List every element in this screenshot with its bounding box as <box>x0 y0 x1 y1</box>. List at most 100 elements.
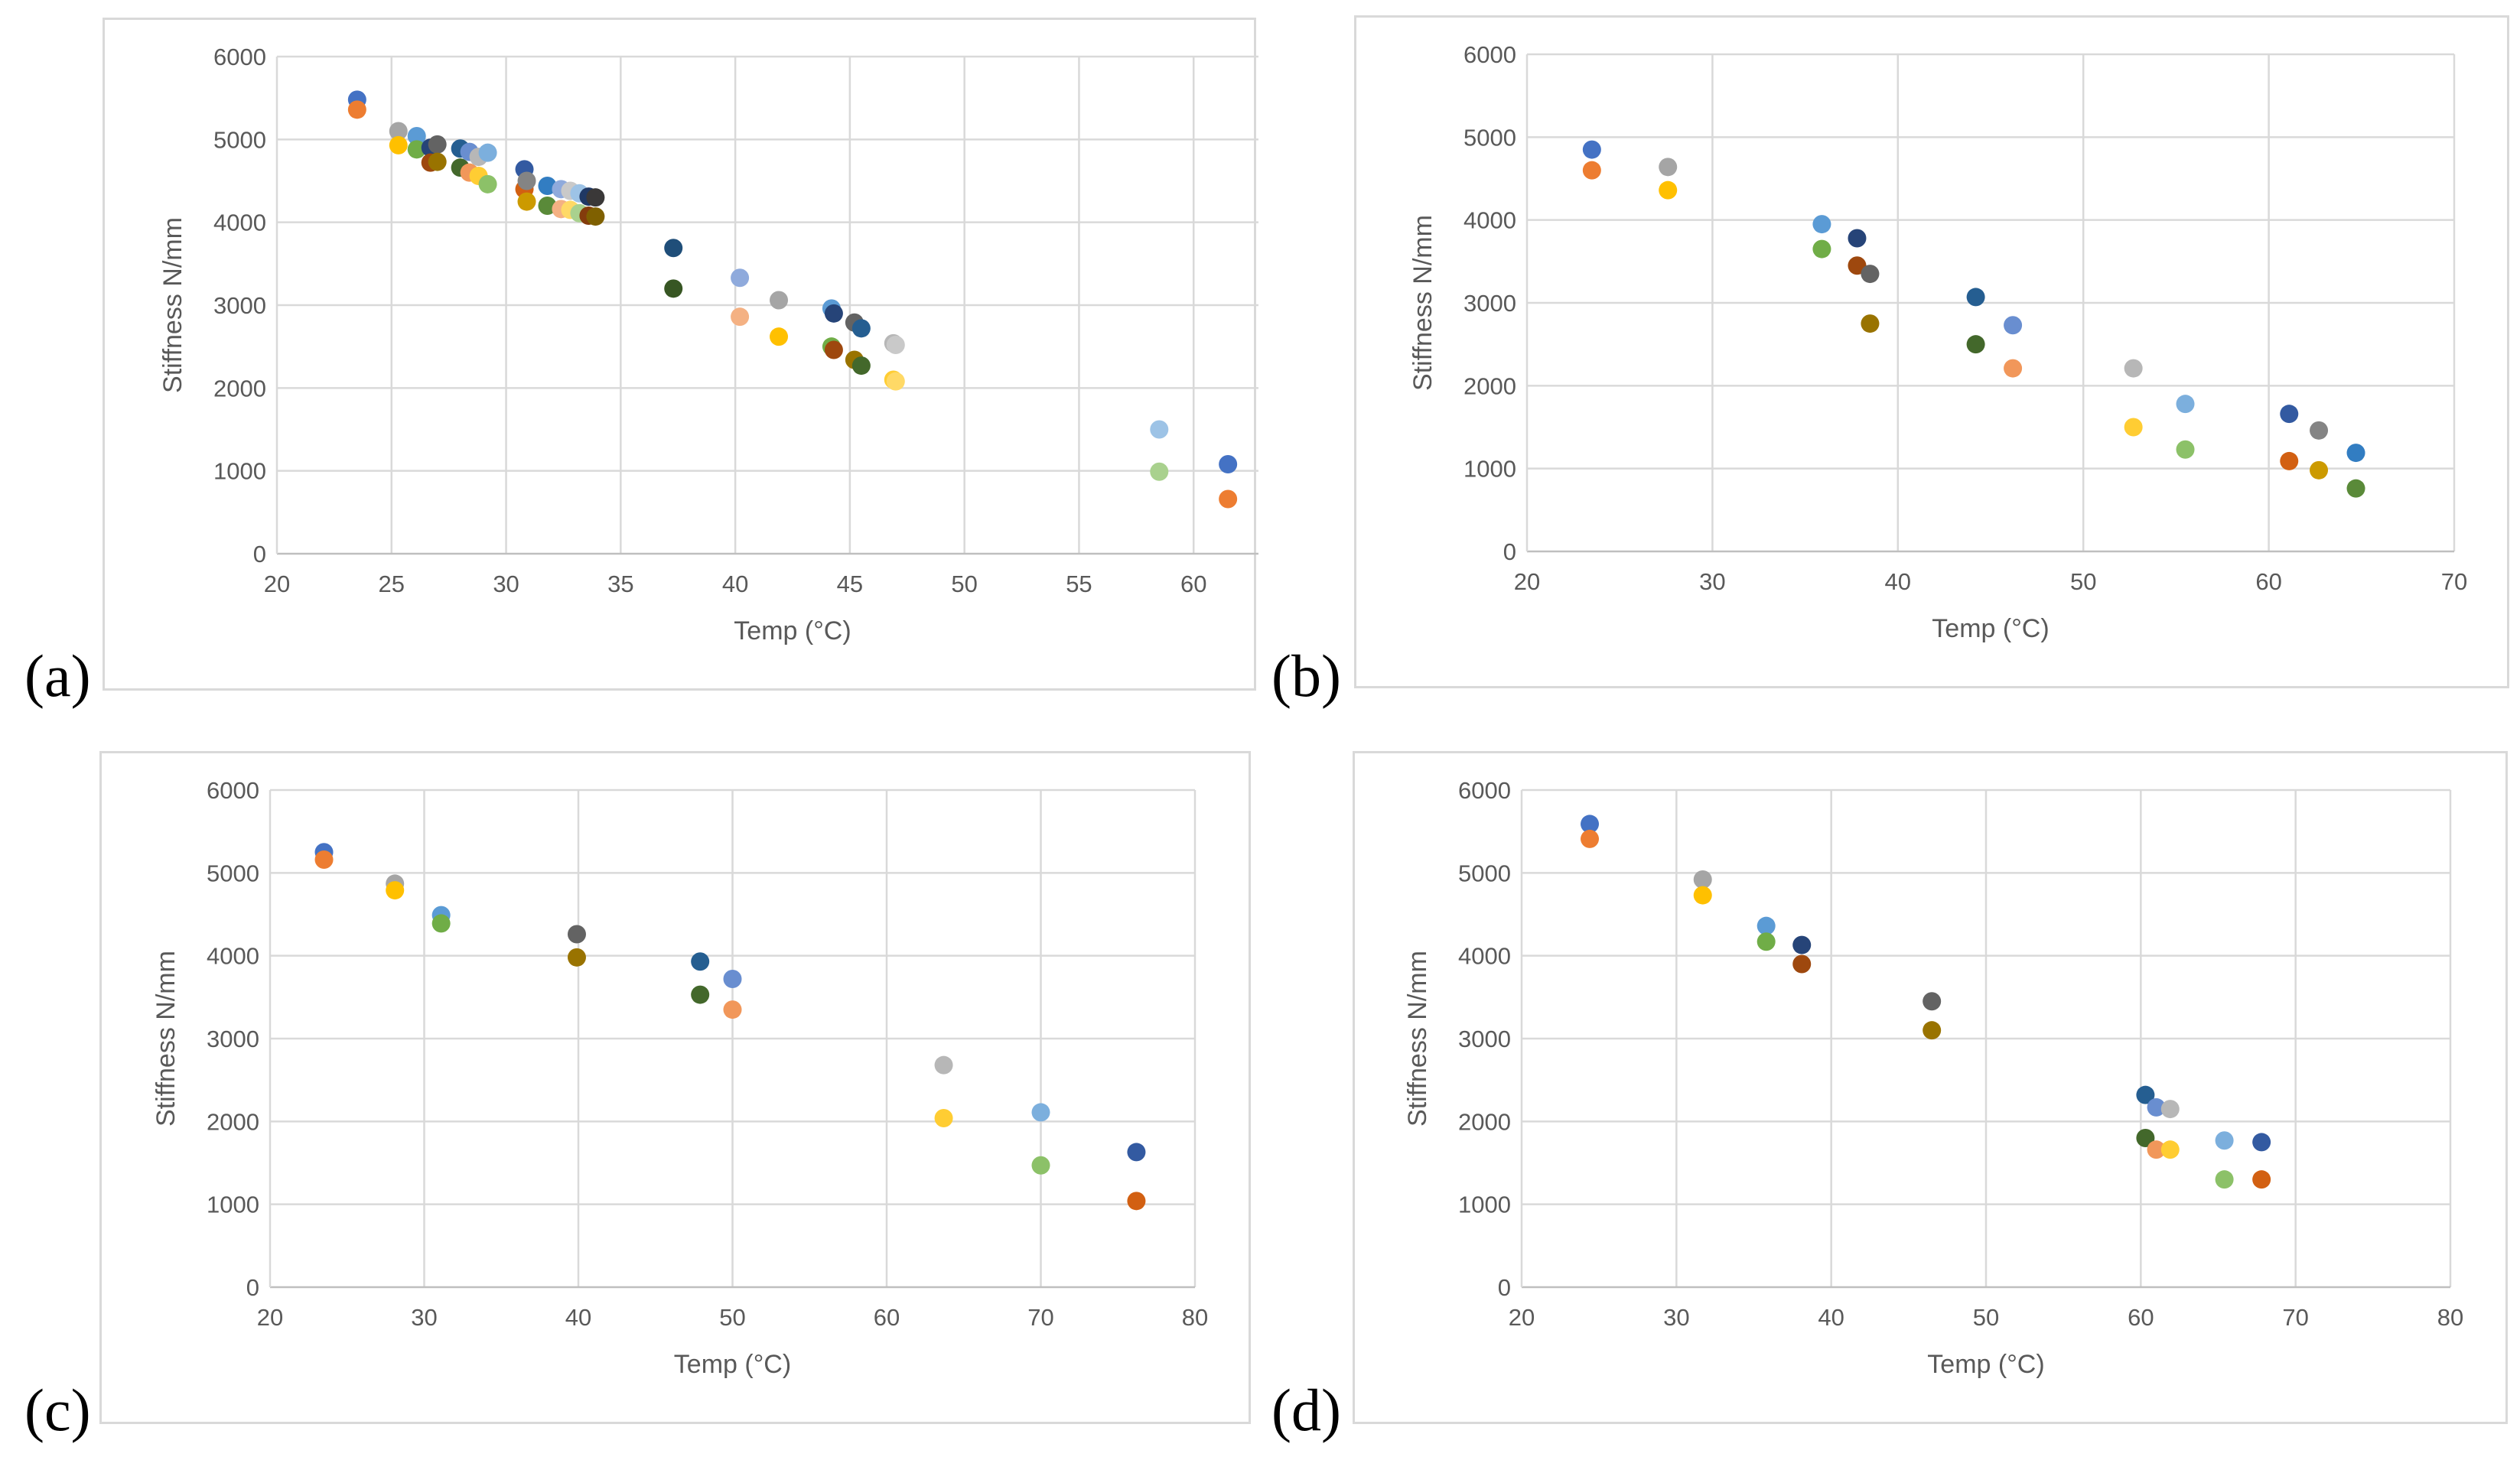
chart-d-x-tick-label: 70 <box>2282 1304 2308 1331</box>
chart-a-data-point <box>851 356 871 376</box>
chart-d-y-tick-label: 2000 <box>1458 1108 1511 1135</box>
panel-label-d: (d) <box>1271 1377 1341 1443</box>
chart-d-data-point <box>1792 935 1812 954</box>
chart-a-x-tick-label: 40 <box>722 571 748 597</box>
chart-c-y-tick-label: 4000 <box>207 943 259 970</box>
chart-d-x-tick-label: 20 <box>1509 1304 1535 1331</box>
chart-a-data-point <box>407 140 426 159</box>
chart-b-data-point <box>1848 229 1867 248</box>
chart-c-y-axis-title: Stiffness N/mm <box>151 951 181 1127</box>
chart-d-data-point <box>2136 1129 2155 1147</box>
chart-b-x-tick-label: 60 <box>2255 568 2281 595</box>
chart-c-x-tick-label: 40 <box>565 1304 591 1331</box>
chart-a-data-point <box>586 207 605 226</box>
chart-d-data-point <box>2147 1140 2166 1159</box>
chart-a-x-tick-label: 55 <box>1066 571 1092 597</box>
chart-d-data-point <box>1792 954 1812 974</box>
chart-c-x-tick-label: 60 <box>874 1304 900 1331</box>
chart-b-y-tick-label: 0 <box>1503 538 1516 565</box>
chart-b-data-point <box>2124 418 2143 437</box>
chart-c-y-tick-label: 1000 <box>207 1192 259 1218</box>
chart-d-data-point <box>1923 1021 1942 1040</box>
chart-d-data-point <box>2215 1170 2234 1189</box>
chart-a-x-tick-label: 60 <box>1180 571 1206 597</box>
chart-a-data-point <box>1150 420 1169 439</box>
chart-b-data-point <box>1812 215 1831 234</box>
chart-c-x-tick-label: 80 <box>1182 1304 1208 1331</box>
chart-a-x-tick-label: 50 <box>951 571 977 597</box>
chart-a-data-point <box>664 239 683 258</box>
chart-b-data-point <box>1966 288 1985 307</box>
chart-c-data-point <box>934 1055 953 1075</box>
chart-d-data-point <box>1693 870 1712 889</box>
chart-c-y-tick-label: 3000 <box>207 1026 259 1052</box>
chart-d-x-tick-label: 30 <box>1663 1304 1689 1331</box>
chart-a-data-point <box>770 291 789 310</box>
chart-c-data-point <box>567 948 586 967</box>
chart-panel-a: 0 1000 2000 3000 4000 5000 6000 20 25 30 35 40 45 50 5… <box>103 18 1258 691</box>
chart-c-data-point <box>1127 1143 1146 1162</box>
chart-panel-b: 0 1000 2000 3000 4000 5000 6000 20 30 40 50 60 70 Tem… <box>1354 15 2509 688</box>
chart-c-data-point <box>314 850 334 869</box>
chart-c-y-tick-label: 2000 <box>207 1108 259 1135</box>
chart-a-x-tick-label: 30 <box>493 571 519 597</box>
chart-panel-d: 0 1000 2000 3000 4000 5000 6000 20 30 40 50 60 70 80 T… <box>1353 751 2508 1424</box>
chart-a-data-point <box>1219 455 1238 473</box>
chart-d-data-point <box>2252 1170 2271 1189</box>
chart-a-data-point <box>824 340 843 359</box>
chart-a-data-point <box>517 192 536 211</box>
chart-a-y-axis-title: Stiffness N/mm <box>158 217 187 393</box>
chart-d-data-point <box>1923 992 1942 1011</box>
chart-b-data-point <box>2280 451 2299 470</box>
chart-c-x-tick-label: 20 <box>257 1304 283 1331</box>
chart-b-data-point <box>1812 239 1831 259</box>
chart-a-data-point <box>538 197 557 215</box>
chart-a-data-point <box>517 171 536 190</box>
chart-a-data-point <box>428 135 447 154</box>
chart-b-y-tick-label: 5000 <box>1463 124 1516 151</box>
chart-d-data-point <box>1757 916 1776 935</box>
panel-label-c: (c) <box>24 1377 91 1443</box>
chart-b-x-tick-label: 40 <box>1885 568 1911 595</box>
chart-d-x-tick-label: 80 <box>2437 1304 2463 1331</box>
chart-b-data-point <box>2280 405 2299 424</box>
chart-a-data-point <box>586 188 605 207</box>
chart-b-y-tick-label: 2000 <box>1463 372 1516 399</box>
chart-d-y-tick-label: 4000 <box>1458 943 1511 970</box>
chart-b-data-point <box>1861 265 1880 284</box>
chart-d-svg: 0 1000 2000 3000 4000 5000 6000 20 30 40 50 60 70 80 T… <box>1403 777 2463 1379</box>
chart-d-x-tick-label: 60 <box>2128 1304 2154 1331</box>
chart-c-data-point <box>723 970 742 988</box>
chart-c-x-tick-label: 50 <box>719 1304 745 1331</box>
chart-d-y-tick-label: 1000 <box>1458 1192 1511 1218</box>
chart-a-data-point <box>478 174 497 193</box>
chart-d-data-point <box>2136 1085 2155 1104</box>
chart-c-x-axis-title: Temp (°C) <box>674 1350 791 1379</box>
chart-c-data-point <box>691 952 710 971</box>
chart-a-y-tick-label: 5000 <box>213 126 266 153</box>
chart-b-x-tick-label: 70 <box>2441 568 2467 595</box>
chart-a-svg: 0 1000 2000 3000 4000 5000 6000 20 25 30 35 40 45 50 5… <box>158 44 1258 645</box>
chart-b-x-tick-label: 30 <box>1699 568 1725 595</box>
chart-b-data-point <box>2176 440 2195 459</box>
chart-panel-c: 0 1000 2000 3000 4000 5000 6000 20 30 40 50 60 70 80 T… <box>99 751 1251 1424</box>
chart-a-x-tick-label: 35 <box>607 571 633 597</box>
chart-a-data-point <box>851 319 871 338</box>
chart-d-data-point <box>2147 1097 2166 1117</box>
chart-a-y-tick-label: 2000 <box>213 375 266 402</box>
chart-d-data-point <box>2215 1131 2234 1150</box>
chart-b-data-point <box>2310 421 2329 440</box>
panel-label-a: (a) <box>24 642 91 709</box>
chart-c-y-tick-label: 5000 <box>207 860 259 886</box>
chart-a-data-point <box>407 127 426 145</box>
chart-b-y-tick-label: 3000 <box>1463 290 1516 317</box>
chart-c-data-point <box>1031 1156 1050 1175</box>
chart-a-data-point <box>770 327 789 346</box>
chart-d-y-tick-label: 0 <box>1498 1274 1511 1301</box>
chart-c-data-point <box>1127 1192 1146 1211</box>
chart-b-data-point <box>2310 460 2329 480</box>
chart-d-x-tick-label: 40 <box>1818 1304 1844 1331</box>
chart-a-data-point <box>731 268 750 288</box>
chart-a-y-tick-label: 1000 <box>213 458 266 485</box>
chart-a-data-point <box>538 177 557 195</box>
